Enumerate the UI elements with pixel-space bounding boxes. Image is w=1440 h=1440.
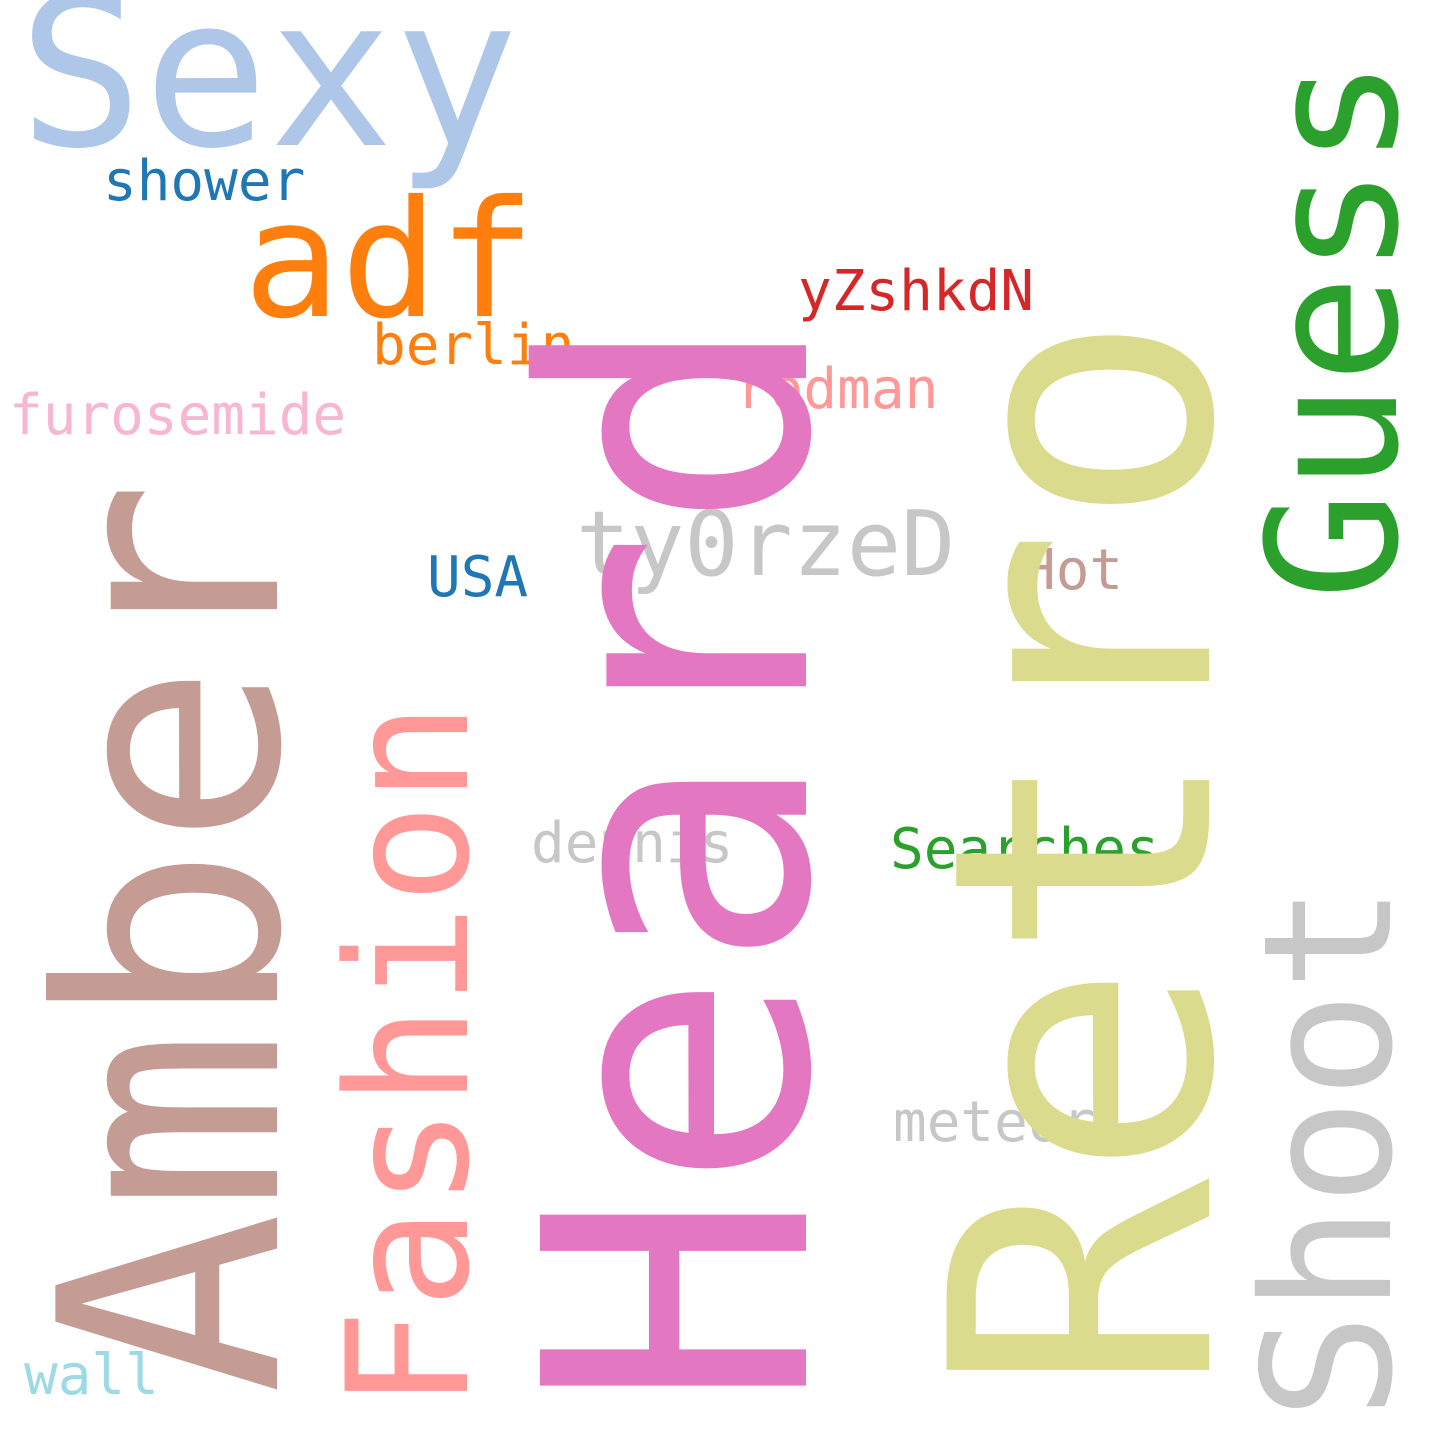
word-adf: adf (243, 167, 536, 355)
word-dennis: dennis (531, 811, 734, 876)
word-amber: Amber (0, 479, 349, 1395)
word-hot: Hot (1022, 538, 1124, 603)
word-retro: Retro (875, 311, 1294, 1395)
word-sexy: Sexy (18, 0, 519, 195)
word-ty0rzed: ty0rzeD (576, 492, 956, 597)
word-fashion: Fashion (311, 701, 507, 1410)
word-rodman: rodman (736, 357, 939, 422)
word-shoot: Shoot (1225, 884, 1432, 1420)
word-usa: USA (427, 545, 529, 610)
word-furosemide: furosemide (9, 383, 347, 448)
word-guess: Guess (1230, 58, 1439, 600)
word-wall: wall (24, 1343, 159, 1408)
word-berlin: berlin (372, 313, 575, 378)
word-shower: shower (103, 149, 306, 214)
word-heard: Heard (468, 311, 893, 1410)
word-meteor: meteor (893, 1090, 1096, 1155)
word-searches: Searches (890, 817, 1160, 882)
word-yzshkdn: yZshkdN (798, 259, 1035, 324)
